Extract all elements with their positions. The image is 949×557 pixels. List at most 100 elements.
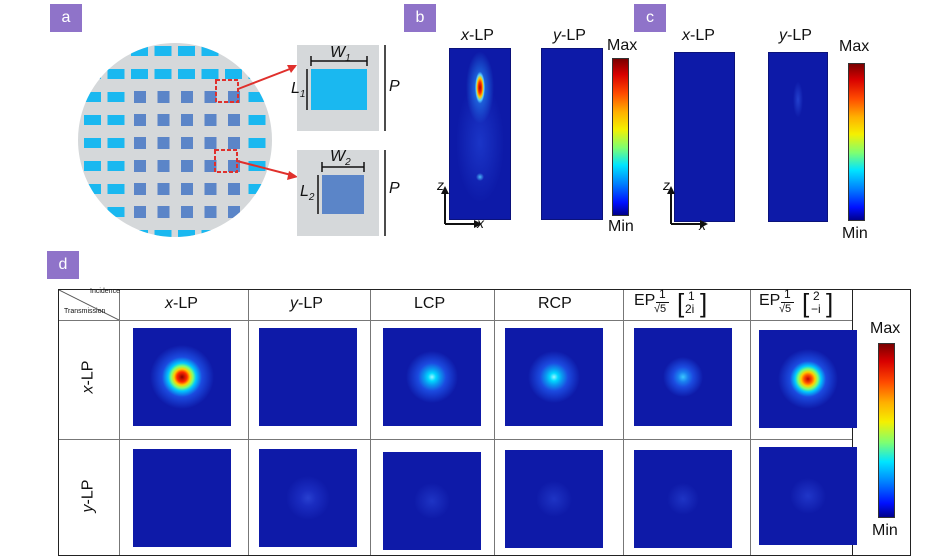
b-col1-title: x-LP xyxy=(461,27,494,44)
divider xyxy=(59,320,852,321)
pillar-rect xyxy=(107,115,125,125)
pillar-rect xyxy=(84,230,101,237)
b-colorbar xyxy=(612,58,629,216)
d-colorbar-max: Max xyxy=(870,320,901,337)
c-colorbar xyxy=(848,63,865,221)
d-map-ep2-xlp xyxy=(759,330,857,428)
pillar-square xyxy=(228,137,240,149)
pillar-square xyxy=(204,91,217,103)
pillar-rect xyxy=(272,207,289,217)
pillar-square xyxy=(134,91,146,103)
pillar-square xyxy=(204,137,217,149)
pillar-rect xyxy=(272,161,289,171)
d-map-ep2-ylp xyxy=(759,447,857,545)
pillar-square xyxy=(181,137,193,149)
d-map-xlp-xlp xyxy=(133,328,231,426)
pillar-rect xyxy=(84,46,101,56)
col-header-ep2: EP 1 √5 [ 2 −i ] xyxy=(759,287,834,318)
pillar-rect xyxy=(178,46,195,56)
l2-label: L2 xyxy=(300,183,315,204)
divider xyxy=(750,290,751,555)
p1-label: P xyxy=(389,78,400,95)
pillar-rect xyxy=(84,69,101,79)
d-map-lcp-xlp xyxy=(383,328,481,426)
pillar-rect xyxy=(107,69,125,79)
d-map-ep1-ylp xyxy=(634,450,732,548)
b-axis-indicator xyxy=(441,186,482,228)
pillar-rect xyxy=(154,69,172,79)
pillar-rect xyxy=(84,115,101,125)
panel-label-c: c xyxy=(634,4,666,32)
col-header-rcp: RCP xyxy=(538,295,572,312)
pillar-rect xyxy=(107,92,125,102)
pillar-square xyxy=(157,183,170,195)
divider xyxy=(370,290,371,555)
pillar-rect xyxy=(272,92,289,102)
divider xyxy=(119,290,120,555)
pillar-square xyxy=(228,114,240,126)
pillar-rect xyxy=(154,230,172,237)
col-header-lcp: LCP xyxy=(414,295,446,312)
pillar-rect xyxy=(84,184,101,194)
pillar-square xyxy=(228,183,240,195)
b-axis-x: x xyxy=(477,215,484,231)
pillar-rect xyxy=(272,115,289,125)
pillar-rect xyxy=(131,230,148,237)
p2-label: P xyxy=(389,180,400,197)
w1-label: W1 xyxy=(330,44,351,65)
pillar-rect xyxy=(107,46,125,56)
metasurface-diagram xyxy=(78,43,386,237)
b-xlp-field-map xyxy=(449,48,511,220)
pillar-rect xyxy=(225,46,242,56)
panel-label-a: a xyxy=(50,4,82,32)
pillar-rect xyxy=(84,92,101,102)
pillar-square xyxy=(157,114,170,126)
pillar-square xyxy=(181,91,193,103)
pillar-rect xyxy=(107,230,125,237)
b-axis-z: z xyxy=(437,177,444,193)
pillar-square xyxy=(181,160,193,172)
corner-transmission: Transmission xyxy=(64,308,106,315)
pillar-square xyxy=(228,160,240,172)
pillar-rect xyxy=(201,230,219,237)
divider xyxy=(623,290,624,555)
pillar-rect xyxy=(84,161,101,171)
divider xyxy=(494,290,495,555)
corner-incidence: Incidence xyxy=(90,288,120,295)
pillar-square xyxy=(157,91,170,103)
pillar-square xyxy=(134,183,146,195)
pillar-rect xyxy=(178,230,195,237)
pillar-rect xyxy=(201,69,219,79)
d-map-rcp-ylp xyxy=(505,450,603,548)
pillar-rect xyxy=(225,230,242,237)
b-ylp-field-map xyxy=(541,48,603,220)
c-xlp-field-map xyxy=(674,52,735,222)
pillar-square xyxy=(204,160,217,172)
pillar-square xyxy=(134,160,146,172)
pillar-rect xyxy=(107,207,125,217)
pillar-rect xyxy=(272,138,289,148)
d-colorbar xyxy=(878,343,895,518)
pillar-rect xyxy=(272,46,289,56)
pillar-rect xyxy=(154,46,172,56)
c-col2-title: y-LP xyxy=(779,27,812,44)
pillar-square xyxy=(134,137,146,149)
d-colorbar-min: Min xyxy=(872,522,898,539)
pillar-rect xyxy=(225,69,242,79)
d-map-xlp-ylp xyxy=(133,449,231,547)
c-ylp-field-map xyxy=(768,52,828,222)
pillar-square xyxy=(134,206,146,218)
pillar-square xyxy=(181,183,193,195)
panel-label-d: d xyxy=(47,251,79,279)
c-axis-x: x xyxy=(699,217,706,233)
pillar-rect xyxy=(248,207,266,217)
pillar-rect xyxy=(107,184,125,194)
pillar-square xyxy=(181,206,193,218)
pillar-rect xyxy=(178,69,195,79)
d-map-lcp-ylp xyxy=(383,452,481,550)
pillar-rect xyxy=(248,46,266,56)
d-map-rcp-xlp xyxy=(505,328,603,426)
b-colorbar-max: Max xyxy=(607,37,638,54)
row-header-ylp: y-LP xyxy=(79,479,97,513)
pillar-square xyxy=(204,114,217,126)
